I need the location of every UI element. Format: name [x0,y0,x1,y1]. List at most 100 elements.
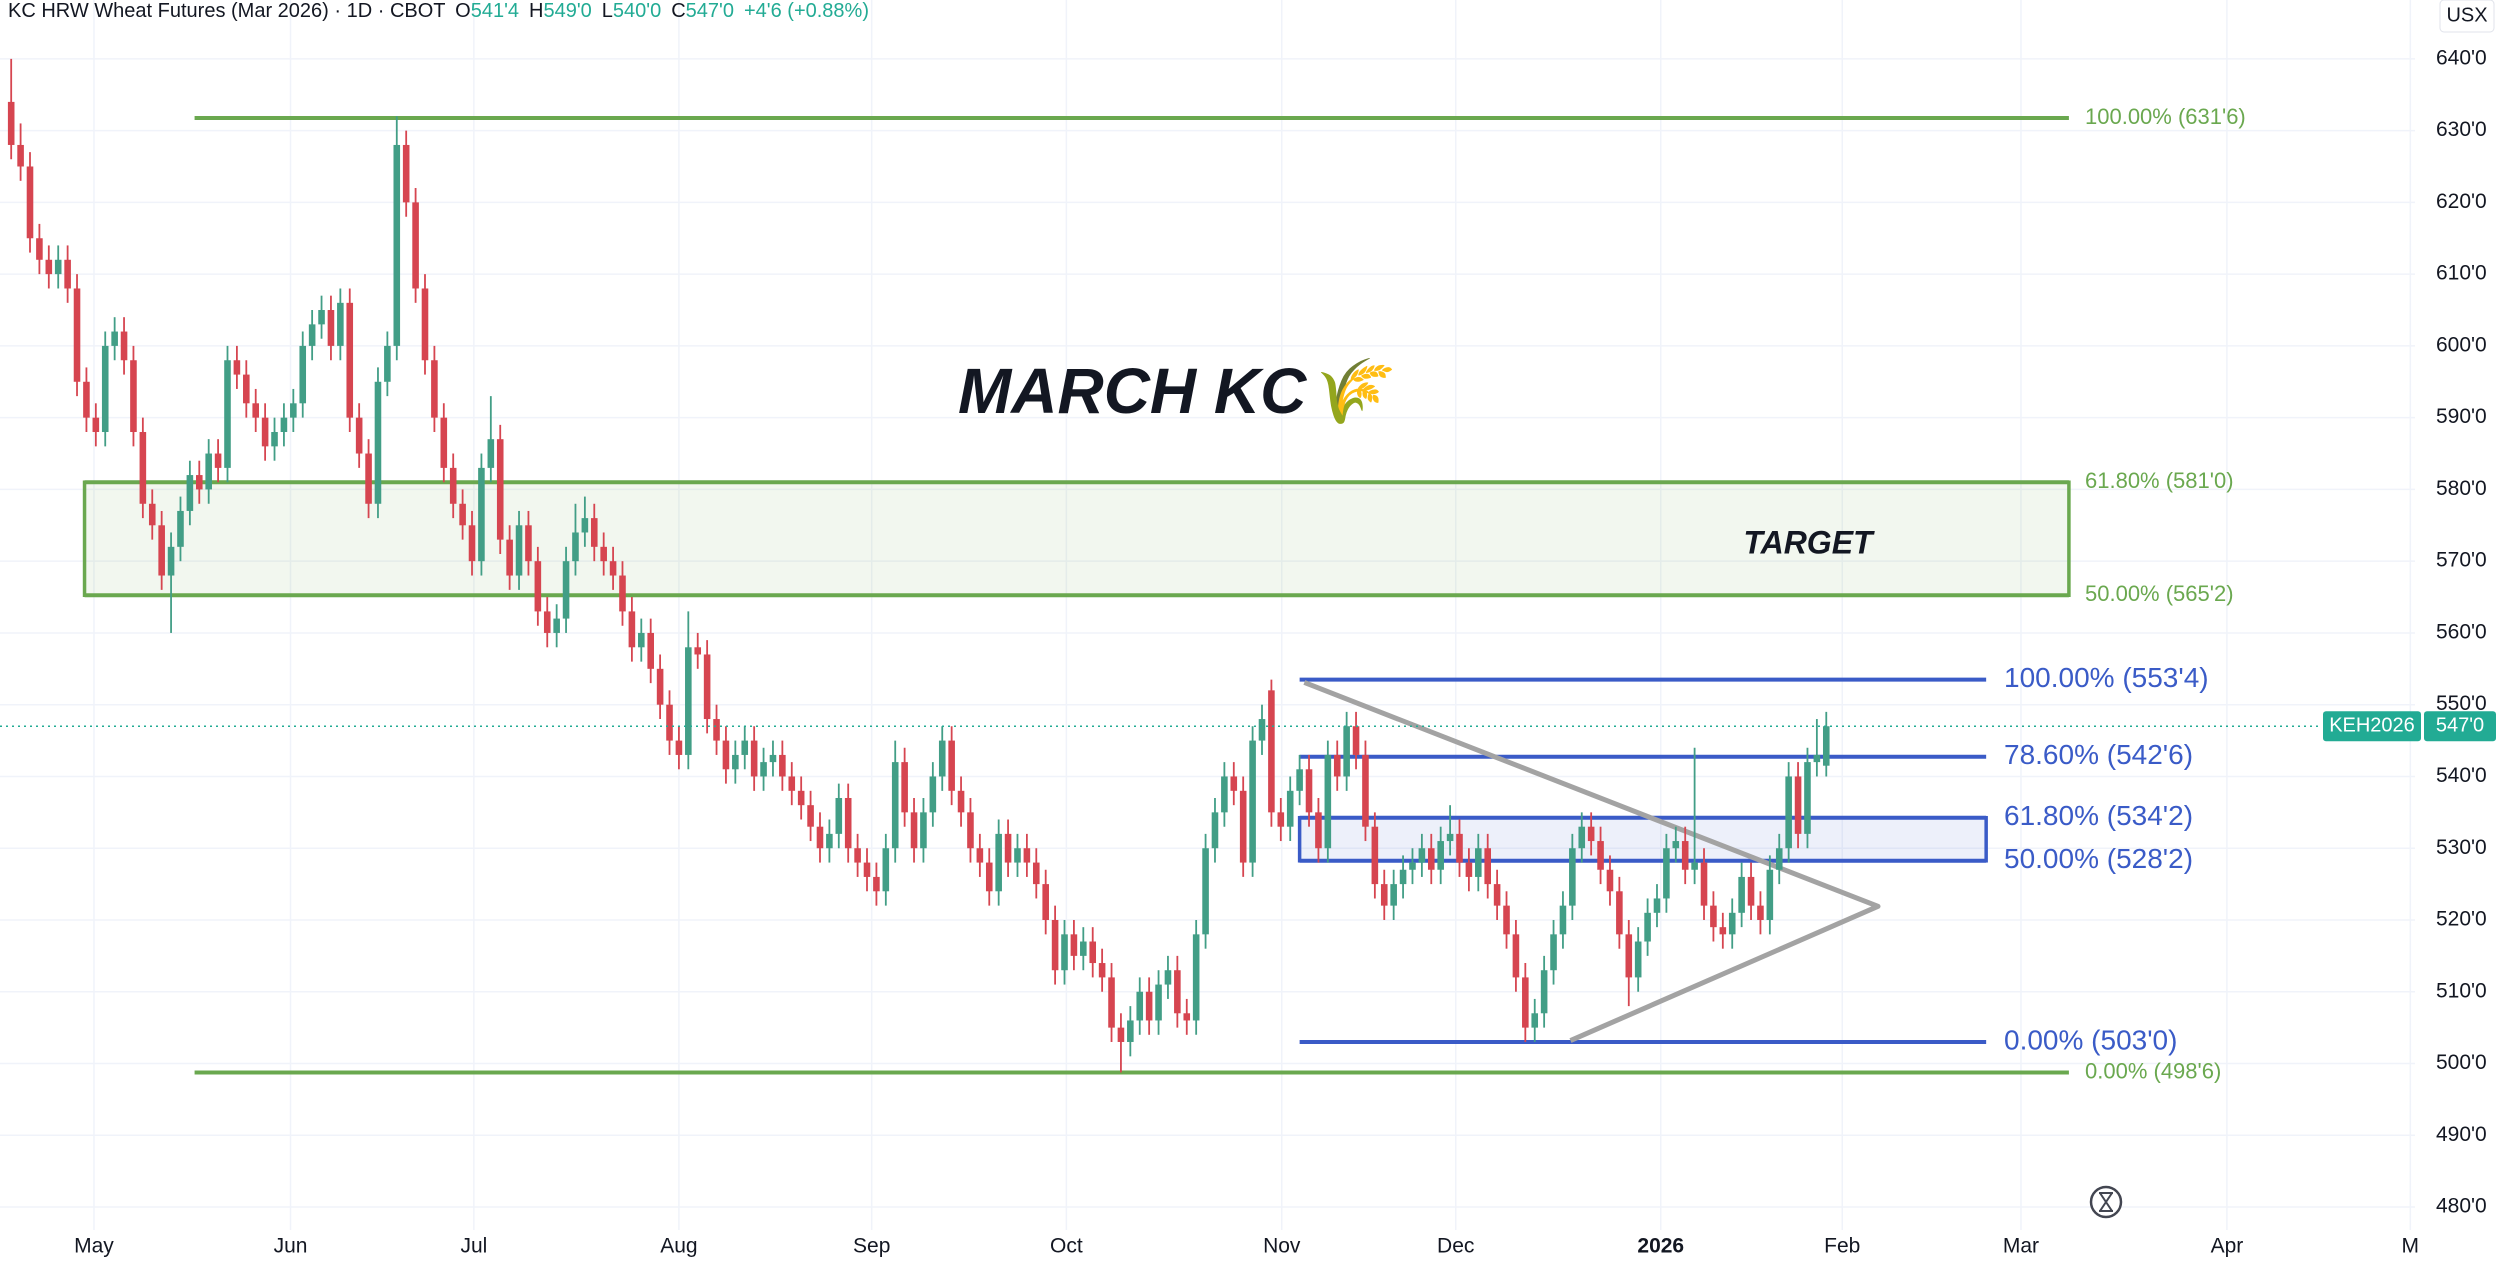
x-tick-label: Jun [274,1235,308,1258]
candle-body [703,654,711,720]
candle-body [694,647,702,655]
candle-body [1813,754,1821,763]
candle-body [337,302,344,346]
candles [7,58,1830,1073]
candle-body [1296,769,1303,791]
candle-body [177,510,184,547]
candle-body [1183,1013,1191,1021]
y-tick-label: 580'0 [2436,477,2487,500]
y-tick-label: 500'0 [2436,1051,2487,1074]
candle-body [1775,848,1783,870]
candle-body [609,561,617,576]
candle-body [496,439,504,540]
candle-body [1437,841,1444,870]
x-tick-label: Sep [853,1235,890,1258]
candle-body [1343,726,1350,777]
candle-body [741,740,749,755]
candle-body [167,546,175,576]
candle-body [976,848,984,863]
candle-body [1569,848,1576,906]
candle-body [431,360,438,418]
candle-body [826,833,833,849]
candle-body [1757,905,1764,920]
y-tick-label: 520'0 [2436,908,2487,931]
candle-body [186,475,194,511]
fib-label: 0.00% (498'6) [2085,1058,2221,1083]
candle-body [355,417,363,454]
candle-body [1804,762,1811,834]
x-tick-label: Feb [1824,1235,1860,1258]
y-tick-label: 560'0 [2436,620,2487,643]
candle-body [468,525,476,562]
y-tick-label: 610'0 [2436,262,2487,285]
replay-icon[interactable] [2089,1185,2123,1219]
candle-body [807,805,814,827]
candle-body [271,432,278,447]
candle-body [816,826,824,849]
candle-body [327,310,335,346]
hourglass[interactable] [2099,1192,2113,1212]
candle-body [543,611,551,633]
candle-body [525,525,532,562]
candle-body [1061,934,1068,971]
candle-body [449,467,457,504]
candle-body [440,417,448,468]
candle-body [421,288,429,361]
candle-body [1691,862,1698,870]
candle-body [148,503,156,526]
candle-body [590,518,598,547]
candle-body [581,518,589,533]
annotation-target: TARGET [1743,524,1875,560]
candle-body [92,417,100,433]
x-tick-label: Aug [660,1235,697,1258]
candle-body [929,776,937,813]
y-tick-label: 630'0 [2436,118,2487,141]
candle-body [280,417,288,433]
change: +4'6 (+0.88%) [744,0,869,22]
candle-body [760,762,767,777]
ohlc-key: O [455,0,471,22]
candle-body [243,374,250,404]
candle-body [1333,754,1341,777]
candle-body [647,632,654,669]
candle-body [374,381,382,504]
fib-label: 50.00% (565'2) [2085,581,2234,606]
candle-body [1014,848,1021,863]
candle-body [1174,970,1181,1014]
candle-body [1606,869,1614,892]
fib-label: 78.60% (542'6) [2004,739,2193,770]
candle-body [83,381,90,418]
candle-body [1305,769,1313,813]
candle-body [195,475,203,490]
candle-body [384,345,391,382]
candle-body [214,453,222,468]
candle-body [1719,927,1727,935]
candle-body [1155,984,1162,1021]
candle-body [656,668,664,705]
candle-body [1700,862,1708,906]
header: KC HRW Wheat Futures (Mar 2026) · 1D · C… [8,0,869,22]
candle-body [1324,754,1332,849]
ohlc-key: H [529,0,543,22]
candle-body [139,432,147,504]
y-tick-label: 550'0 [2436,692,2487,715]
candle-body [1352,726,1360,755]
candle-body [553,618,560,633]
candle-body [948,740,955,791]
candle-body [967,812,974,849]
candle-body [412,202,419,289]
candle-body [1221,776,1228,813]
candle-body [920,812,927,849]
x-tick-label: Apr [2211,1235,2244,1258]
candle-body [1710,905,1717,928]
candle-body [402,144,410,203]
candle-body [769,754,777,763]
candle-body [1032,862,1040,885]
candle-body [1456,833,1463,863]
candle-body [534,561,542,612]
candle-body [901,762,908,813]
candle-body [1616,891,1623,935]
y-tick-label: 600'0 [2436,333,2487,356]
candle-body [1418,848,1426,863]
